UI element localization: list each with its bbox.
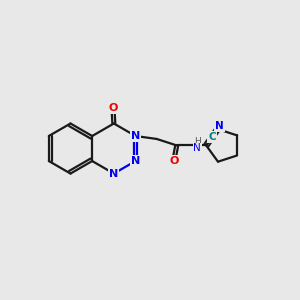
Text: N: N — [131, 131, 140, 141]
Text: H: H — [194, 136, 201, 146]
Text: N: N — [215, 121, 224, 131]
Text: O: O — [108, 103, 118, 113]
Text: N: N — [131, 156, 140, 166]
Text: N: N — [194, 143, 201, 153]
Text: C: C — [208, 132, 216, 142]
Text: O: O — [169, 156, 178, 166]
Text: N: N — [109, 169, 119, 178]
